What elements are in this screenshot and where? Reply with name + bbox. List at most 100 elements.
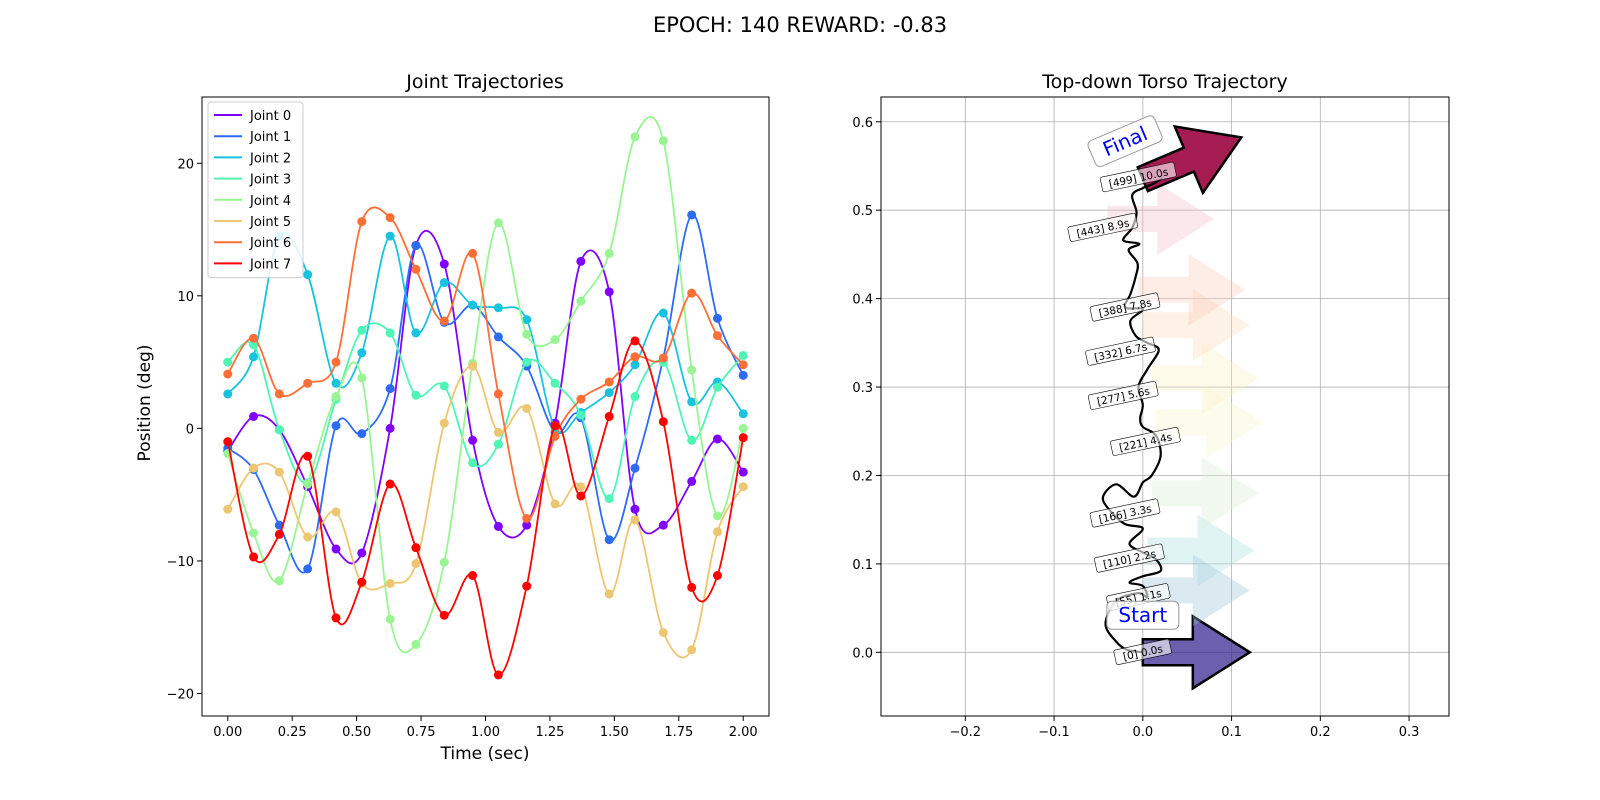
data-point (331, 613, 341, 623)
data-point (249, 411, 259, 421)
data-point (385, 231, 395, 241)
data-point (576, 410, 586, 420)
data-point (468, 300, 478, 310)
data-point (303, 532, 313, 542)
data-point (411, 639, 421, 649)
data-point (385, 213, 395, 223)
data-point (357, 548, 367, 558)
data-point (303, 270, 313, 280)
time-label: [332] 6.7s (1085, 336, 1156, 366)
heading-arrow (1147, 514, 1255, 587)
data-point (630, 132, 640, 142)
data-point (493, 218, 503, 228)
data-point (331, 357, 341, 367)
data-point (738, 423, 748, 433)
data-point (738, 467, 748, 477)
data-point (687, 645, 697, 655)
data-point (249, 528, 259, 538)
data-point (249, 463, 259, 473)
data-point (468, 458, 478, 468)
legend-box (207, 101, 304, 279)
data-point (439, 557, 449, 567)
data-point (687, 435, 697, 445)
data-point (712, 331, 722, 341)
right-xtick-label: −0.1 (1038, 725, 1070, 740)
data-point (223, 504, 233, 514)
left-xtick-label: 1.75 (664, 725, 693, 740)
data-point (630, 515, 640, 525)
time-label: [110] 2.2s (1094, 543, 1165, 573)
data-point (712, 434, 722, 444)
data-point (331, 392, 341, 402)
data-point (576, 491, 586, 501)
legend-entry: Joint 7 (249, 257, 291, 272)
data-point (439, 418, 449, 428)
data-point (439, 259, 449, 269)
time-label-box (1067, 212, 1139, 242)
time-label-box (1110, 426, 1181, 456)
data-point (223, 369, 233, 379)
data-point (576, 482, 586, 492)
data-point (630, 504, 640, 514)
time-label: [277] 5.6s (1087, 380, 1159, 410)
data-point (550, 335, 560, 345)
data-point (411, 543, 421, 553)
data-point (223, 437, 233, 447)
data-point (411, 240, 421, 250)
series-line (227, 365, 744, 659)
data-point (712, 527, 722, 537)
left-xtick-label: 1.00 (471, 725, 500, 740)
heading-arrow (1156, 386, 1264, 459)
heading-arrow (1107, 183, 1215, 255)
data-point (385, 578, 395, 588)
series-joint-6 (223, 206, 748, 524)
data-point (493, 427, 503, 437)
time-label-box (1089, 292, 1161, 322)
left-xlabel: Time (sec) (440, 744, 530, 764)
data-point (658, 520, 668, 530)
heading-arrow (1142, 554, 1250, 627)
data-point (468, 570, 478, 580)
data-point (411, 390, 421, 400)
data-point (493, 670, 503, 680)
data-point (331, 507, 341, 517)
right-ytick-label: 0.2 (852, 469, 873, 484)
data-point (303, 378, 313, 388)
left-xtick-label: 0.25 (278, 725, 307, 740)
series-line (226, 116, 745, 654)
data-point (223, 389, 233, 399)
time-label: [443] 8.9s (1067, 212, 1139, 242)
data-point (522, 581, 532, 591)
series-line (226, 340, 745, 676)
data-point (604, 589, 614, 599)
data-point (604, 535, 614, 545)
data-point (223, 357, 233, 367)
data-point (468, 435, 478, 445)
heading-arrow (1151, 457, 1259, 530)
data-point (357, 373, 367, 383)
data-point (604, 248, 614, 258)
data-point (411, 264, 421, 274)
figure-suptitle: EPOCH: 140 REWARD: -0.83 (653, 13, 947, 37)
data-point (274, 529, 284, 539)
data-point (604, 287, 614, 297)
data-point (630, 352, 640, 362)
right-ytick-label: 0.5 (852, 204, 873, 219)
data-point (687, 210, 697, 220)
data-point (712, 511, 722, 521)
left-ytick-label: −10 (167, 555, 194, 570)
data-point (658, 136, 668, 146)
data-point (522, 520, 532, 530)
time-label-box (1087, 380, 1159, 410)
left-xtick-label: 1.50 (600, 725, 629, 740)
legend: Joint 0 Joint 1 Joint 2 Joint 3 Joint 4 Joint… (207, 101, 304, 279)
data-point (522, 329, 532, 339)
data-point (687, 397, 697, 407)
data-point (357, 577, 367, 587)
data-point (576, 296, 586, 306)
legend-entry: Joint 0 (249, 109, 291, 124)
heading-arrow (1151, 342, 1259, 415)
data-point (331, 544, 341, 554)
data-point (249, 340, 259, 350)
